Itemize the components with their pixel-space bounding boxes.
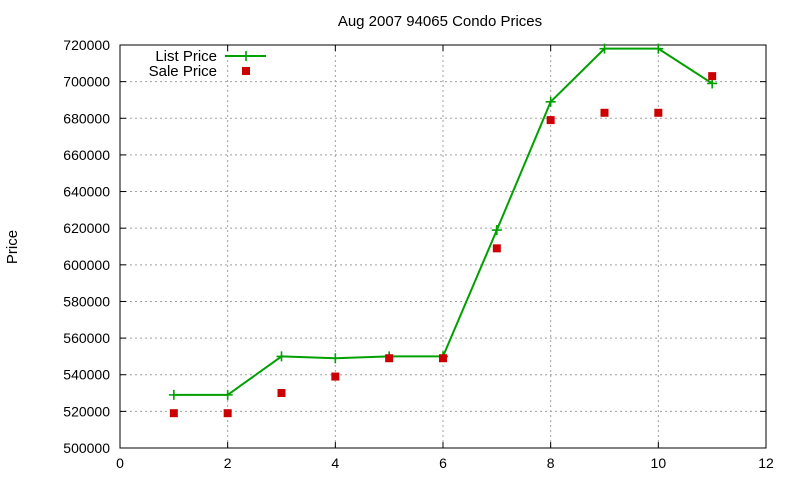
y-tick-label: 660000 <box>63 147 110 163</box>
y-tick-label: 520000 <box>63 403 110 419</box>
sale-price-point <box>169 409 178 418</box>
y-tick-label: 500000 <box>63 440 110 456</box>
legend-label-sale-price: Sale Price <box>149 63 217 80</box>
list-price-point <box>545 96 556 107</box>
legend-marker-list-price <box>241 51 251 61</box>
sale-price-point <box>546 116 555 125</box>
list-price-point <box>599 43 610 54</box>
y-tick-label: 540000 <box>63 367 110 383</box>
x-tick-label: 6 <box>439 455 447 471</box>
sale-price-point <box>223 409 232 418</box>
list-price-point <box>330 353 341 364</box>
list-price-point <box>491 225 502 236</box>
y-tick-label: 600000 <box>63 257 110 273</box>
sale-price-point <box>654 108 663 117</box>
list-price-point <box>168 389 179 400</box>
y-axis-label: Price <box>4 230 21 264</box>
chart-title: Aug 2007 94065 Condo Prices <box>338 13 542 30</box>
sale-price-point <box>439 354 447 363</box>
y-tick-label: 720000 <box>63 37 110 53</box>
x-tick-label: 8 <box>547 455 555 471</box>
x-tick-label: 12 <box>758 455 774 471</box>
x-tick-label: 10 <box>651 455 667 471</box>
sale-price-point <box>600 108 609 117</box>
sale-price-point <box>385 354 394 363</box>
list-price-point <box>276 351 287 362</box>
x-tick-label: 2 <box>224 455 232 471</box>
y-tick-label: 700000 <box>63 74 110 90</box>
y-tick-label: 560000 <box>63 330 110 346</box>
sale-price-point <box>277 389 286 398</box>
legend: List Price Sale Price <box>149 48 266 80</box>
legend-label-list-price: List Price <box>155 48 217 65</box>
sale-price-point <box>331 372 340 381</box>
grid <box>120 45 766 448</box>
y-tick-label: 580000 <box>63 293 110 309</box>
x-tick-label: 4 <box>331 455 339 471</box>
sale-price-point <box>708 72 717 81</box>
list-price-point <box>653 43 664 54</box>
y-tick-label: 620000 <box>63 220 110 236</box>
data-series <box>168 43 718 418</box>
legend-marker-sale-price <box>242 67 250 75</box>
x-tick-label: 0 <box>116 455 124 471</box>
sale-price-point <box>492 244 501 253</box>
axis-ticks: 0 2 4 6 8 10 12 500000 520000 540000 560000 580000 6… <box>63 37 774 471</box>
y-tick-label: 640000 <box>63 184 110 200</box>
list-price-point <box>222 389 233 400</box>
y-tick-label: 680000 <box>63 110 110 126</box>
